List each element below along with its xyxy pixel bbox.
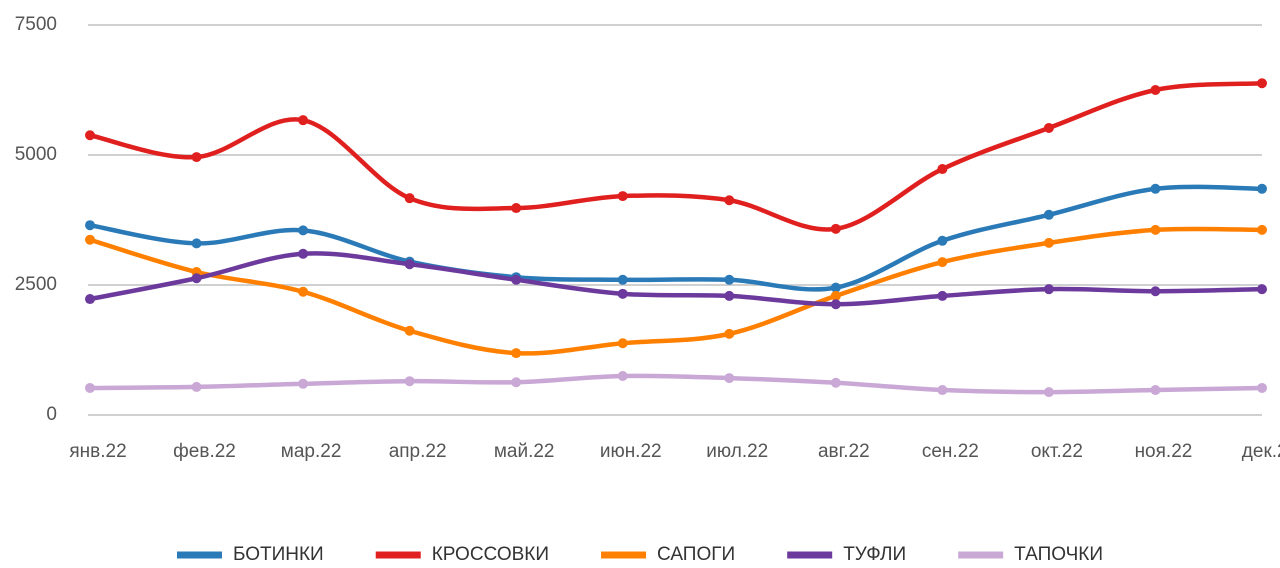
data-point: [830, 299, 841, 310]
legend-label: КРОССОВКИ: [432, 544, 549, 563]
data-point: [724, 274, 735, 285]
data-point: [85, 234, 95, 245]
data-point: [404, 376, 415, 387]
data-point: [298, 115, 309, 126]
data-point: [191, 381, 202, 392]
data-point: [298, 248, 309, 259]
x-tick-label: ноя.22: [1135, 441, 1193, 462]
data-point: [298, 378, 309, 389]
series-line: [87, 373, 1265, 395]
data-point: [1043, 284, 1054, 295]
data-point: [1150, 183, 1161, 194]
data-point: [1150, 85, 1161, 95]
data-point: [191, 238, 202, 249]
data-point: [937, 257, 948, 268]
legend-label: БОТИНКИ: [233, 544, 324, 563]
data-point: [724, 373, 735, 384]
data-point: [404, 259, 415, 270]
data-point: [1043, 237, 1054, 248]
data-point: [511, 274, 522, 285]
x-tick-label: июн.22: [600, 441, 662, 462]
data-point: [724, 195, 735, 206]
data-point: [617, 191, 628, 202]
series-line: [87, 251, 1265, 307]
x-tick-label: апр.22: [389, 441, 447, 462]
x-tick-label: мар.22: [281, 441, 342, 462]
data-point: [937, 164, 948, 175]
data-point: [404, 193, 415, 204]
data-point: [1150, 385, 1161, 396]
y-tick-label: 2500: [15, 274, 57, 295]
data-point: [937, 235, 948, 246]
data-point: [830, 223, 841, 234]
data-point: [1150, 286, 1161, 297]
legend-label: САПОГИ: [657, 544, 735, 563]
data-point: [85, 220, 95, 231]
data-point: [617, 338, 628, 349]
series-line: [87, 184, 1265, 292]
x-tick-label: окт.22: [1031, 441, 1083, 462]
y-tick-label: 7500: [15, 14, 57, 35]
x-tick-label: авг.22: [818, 441, 870, 462]
data-point: [937, 290, 948, 301]
data-point: [511, 377, 522, 388]
data-point: [1043, 387, 1054, 398]
data-point: [191, 273, 202, 284]
x-tick-label: июл.22: [706, 441, 768, 462]
x-tick-label: сен.22: [922, 441, 979, 462]
data-point: [724, 328, 735, 339]
x-tick-label: янв.22: [69, 441, 126, 462]
data-point: [1043, 122, 1054, 133]
data-point: [85, 130, 95, 141]
y-tick-label: 5000: [15, 144, 57, 165]
data-point: [724, 290, 735, 301]
data-point: [617, 274, 628, 285]
data-point: [1043, 209, 1054, 220]
data-point: [830, 282, 841, 293]
data-point: [1257, 382, 1267, 393]
data-point: [511, 203, 522, 214]
data-point: [830, 290, 841, 301]
data-point: [298, 286, 309, 297]
data-point: [191, 152, 202, 163]
data-point: [937, 385, 948, 396]
data-point: [1257, 78, 1267, 89]
x-tick-label: дек.22: [1242, 441, 1280, 462]
x-tick-label: фев.22: [173, 441, 236, 462]
data-point: [85, 382, 95, 393]
data-point: [1257, 183, 1267, 194]
data-point: [1150, 224, 1161, 235]
data-point: [85, 294, 95, 305]
x-tick-label: май.22: [494, 441, 555, 462]
data-point: [298, 225, 309, 236]
series-line: [87, 80, 1265, 232]
series-line: [87, 226, 1265, 356]
data-point: [830, 377, 841, 388]
data-point: [1257, 224, 1267, 235]
legend-label: ТАПОЧКИ: [1014, 544, 1103, 563]
data-point: [511, 348, 522, 359]
legend-label: ТУФЛИ: [843, 544, 906, 563]
data-point: [617, 371, 628, 381]
data-point: [404, 325, 415, 336]
data-point: [617, 288, 628, 299]
data-point: [1257, 284, 1267, 295]
y-tick-label: 0: [46, 404, 57, 425]
